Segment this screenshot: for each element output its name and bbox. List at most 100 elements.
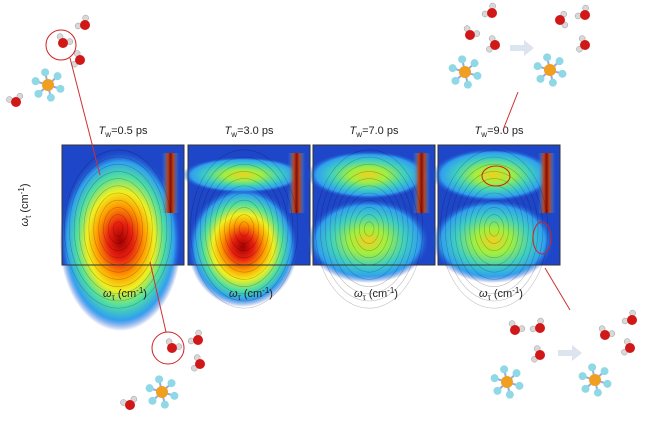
oxygen <box>125 400 135 410</box>
oxygen <box>167 343 177 353</box>
fluorine <box>490 374 499 383</box>
spectrum-frame <box>187 144 311 266</box>
oxygen <box>195 359 205 369</box>
label: ωτ (cm-1) <box>479 286 523 302</box>
fluorine <box>145 384 154 393</box>
fluorine <box>463 80 472 89</box>
spectrum-peak <box>431 199 554 283</box>
text-part: (cm <box>491 288 512 300</box>
fluorine <box>46 93 55 102</box>
contour <box>108 214 129 244</box>
oxygen <box>580 10 590 20</box>
fluorine <box>34 89 43 98</box>
spectrum-peak <box>306 199 429 283</box>
oxygen <box>600 330 610 340</box>
contour <box>195 156 294 302</box>
label: Tw=0.5 ps <box>99 125 148 139</box>
text-part: -1 <box>136 286 144 295</box>
spectrum-frame <box>437 144 561 266</box>
text-part: -1 <box>17 187 26 195</box>
contour <box>69 156 168 302</box>
fluorine <box>515 381 524 390</box>
spectrum-stripe <box>413 153 431 213</box>
text-part: -1 <box>512 286 520 295</box>
fluorine <box>160 400 169 409</box>
pointer <box>69 57 101 176</box>
fluorine <box>558 69 567 78</box>
center-atom <box>42 79 54 91</box>
spectrum-stripe <box>162 153 180 213</box>
fluorine <box>578 372 587 381</box>
contour <box>440 149 549 309</box>
text-part: (cm <box>115 288 136 300</box>
pointer <box>149 261 167 333</box>
label: Tw=9.0 ps <box>475 125 524 139</box>
text-part: ω <box>479 288 488 300</box>
contour <box>224 199 264 259</box>
label: Tw=7.0 ps <box>350 125 399 139</box>
oxygen <box>535 350 545 360</box>
fluorine <box>600 367 609 376</box>
contour <box>190 149 299 309</box>
spectrum-peak <box>306 151 429 199</box>
text-part: w <box>230 130 237 139</box>
text-part: τ <box>488 293 492 302</box>
highlight <box>481 165 511 187</box>
center-atom <box>544 64 556 76</box>
oxygen <box>625 343 635 353</box>
fluorine <box>448 64 457 73</box>
fluorine <box>451 76 460 85</box>
contour <box>73 163 163 295</box>
contour <box>479 207 510 251</box>
text-part: ) <box>394 288 398 300</box>
text-part: -1 <box>262 286 270 295</box>
oxygen <box>535 323 545 333</box>
text-part: =3.0 ps <box>237 125 274 137</box>
fluorine <box>53 72 62 81</box>
text-part: w <box>480 130 487 139</box>
oxygen <box>510 325 520 335</box>
pointer <box>502 91 519 131</box>
label: Tw=3.0 ps <box>225 125 274 139</box>
text-part: (cm <box>366 288 387 300</box>
contour <box>474 199 514 259</box>
text-part: ) <box>269 288 273 300</box>
contour <box>339 185 399 273</box>
contour <box>78 171 158 287</box>
text-part: T <box>99 125 107 137</box>
text-part: =7.0 ps <box>362 125 399 137</box>
fluorine <box>500 365 509 374</box>
oxygen <box>11 97 21 107</box>
fluorine <box>548 78 557 87</box>
fluorine <box>473 71 482 80</box>
transition-arrow <box>510 40 534 56</box>
text-part: τ <box>112 293 116 302</box>
contour <box>454 171 534 287</box>
text-part: ω <box>19 218 31 227</box>
contour <box>334 178 404 280</box>
text-part: τ <box>363 293 367 302</box>
oxygen <box>490 40 500 50</box>
fluorine <box>505 390 514 399</box>
fluorine <box>593 388 602 397</box>
oxygen <box>80 20 90 30</box>
spectrum-stripe <box>538 153 556 213</box>
contour <box>359 214 380 244</box>
fluorine <box>470 59 479 68</box>
text-part: ω <box>229 288 238 300</box>
highlight <box>532 221 552 255</box>
fluorine <box>155 375 164 384</box>
fluorine <box>581 384 590 393</box>
fluorine <box>148 396 157 405</box>
oxygen <box>75 55 85 65</box>
text-part: -1 <box>387 286 395 295</box>
contour <box>209 178 279 280</box>
text-part: ) <box>519 288 523 300</box>
highlight <box>151 331 185 365</box>
text-part: ω <box>354 288 363 300</box>
text-part: ) <box>19 184 31 188</box>
contour <box>484 214 505 244</box>
text-part: T <box>225 125 233 137</box>
